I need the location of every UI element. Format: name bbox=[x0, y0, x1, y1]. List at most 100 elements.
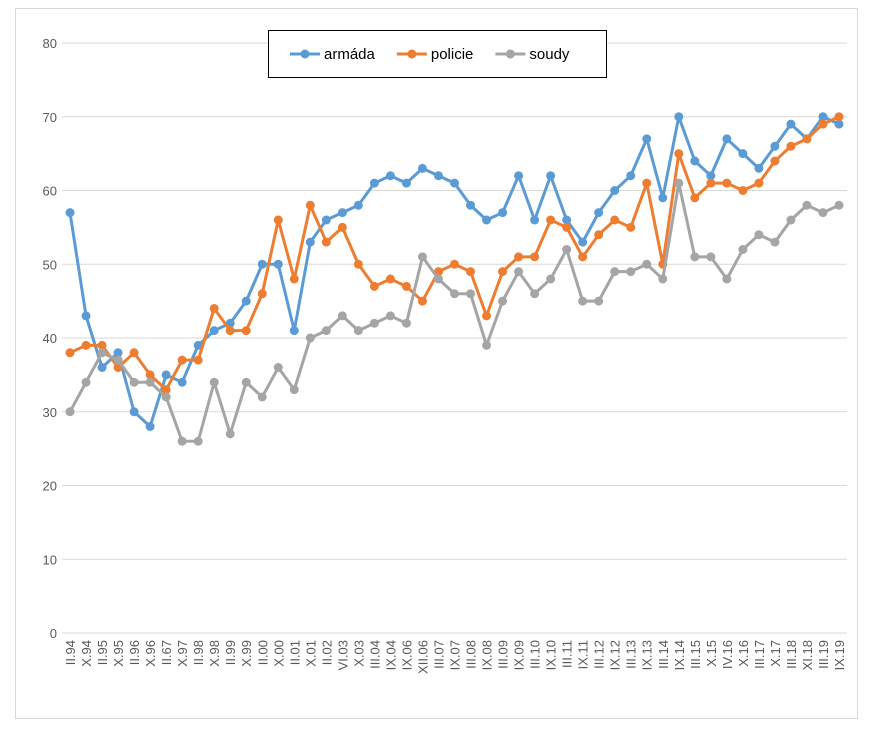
data-point bbox=[706, 178, 716, 188]
data-point bbox=[802, 134, 812, 144]
data-point bbox=[353, 200, 363, 210]
legend-marker bbox=[505, 49, 515, 59]
x-tick-label: IX.06 bbox=[399, 640, 414, 670]
x-tick-label: X.15 bbox=[704, 640, 719, 667]
data-point bbox=[433, 274, 443, 284]
data-point bbox=[514, 267, 524, 277]
data-point bbox=[273, 259, 283, 269]
x-tick-label: III.04 bbox=[367, 640, 382, 669]
x-tick-label: X.94 bbox=[79, 640, 94, 667]
data-point bbox=[610, 215, 620, 225]
data-point bbox=[770, 156, 780, 166]
data-point bbox=[466, 200, 476, 210]
y-tick-label: 70 bbox=[43, 110, 57, 125]
data-point bbox=[482, 215, 492, 225]
data-point bbox=[401, 178, 411, 188]
data-point bbox=[706, 252, 716, 262]
data-point bbox=[289, 326, 299, 336]
x-tick-label: IX.14 bbox=[672, 640, 687, 670]
data-point bbox=[450, 178, 459, 188]
data-point bbox=[834, 119, 844, 129]
x-tick-label: III.08 bbox=[464, 640, 479, 669]
x-tick-label: X.98 bbox=[207, 640, 222, 667]
data-point bbox=[754, 230, 764, 240]
data-point bbox=[498, 296, 508, 306]
data-point bbox=[674, 149, 684, 159]
data-point bbox=[369, 318, 379, 328]
data-point bbox=[113, 355, 123, 365]
x-tick-label: XII.06 bbox=[415, 640, 430, 674]
data-point bbox=[65, 208, 75, 218]
x-tick-label: X.03 bbox=[351, 640, 366, 667]
data-point bbox=[546, 274, 556, 284]
data-point bbox=[546, 215, 556, 225]
x-tick-label: III.19 bbox=[816, 640, 831, 669]
x-tick-label: II.99 bbox=[223, 640, 238, 665]
data-point bbox=[610, 267, 620, 277]
data-point bbox=[81, 377, 91, 387]
legend-marker bbox=[407, 49, 417, 59]
data-point bbox=[690, 252, 700, 262]
data-point bbox=[273, 215, 283, 225]
data-point bbox=[145, 377, 155, 387]
y-tick-label: 60 bbox=[43, 184, 57, 199]
data-point bbox=[337, 222, 347, 232]
data-point bbox=[594, 230, 604, 240]
x-tick-label: X.97 bbox=[175, 640, 190, 667]
data-point bbox=[257, 392, 267, 402]
data-point bbox=[818, 112, 828, 122]
data-point bbox=[433, 171, 443, 181]
data-point bbox=[193, 340, 203, 350]
x-tick-label: II.98 bbox=[191, 640, 206, 665]
data-point bbox=[353, 326, 363, 336]
data-point bbox=[498, 208, 508, 218]
x-tick-label: III.13 bbox=[624, 640, 639, 669]
data-point bbox=[738, 149, 748, 159]
data-point bbox=[161, 392, 171, 402]
data-point bbox=[674, 112, 684, 122]
data-point bbox=[321, 326, 331, 336]
data-point bbox=[738, 245, 748, 254]
x-tick-label: III.17 bbox=[752, 640, 767, 669]
data-point bbox=[241, 296, 251, 306]
x-tick-label: X.99 bbox=[239, 640, 254, 667]
data-point bbox=[642, 259, 652, 269]
data-point bbox=[321, 237, 331, 247]
data-point bbox=[562, 215, 572, 225]
x-tick-label: IX.11 bbox=[576, 640, 591, 669]
y-tick-label: 80 bbox=[43, 36, 57, 51]
data-point bbox=[129, 407, 139, 417]
data-point bbox=[353, 259, 363, 269]
data-point bbox=[466, 289, 476, 299]
data-point bbox=[690, 193, 700, 203]
data-point bbox=[786, 119, 796, 129]
data-point bbox=[305, 200, 315, 210]
data-point bbox=[417, 296, 427, 306]
x-tick-label: X.96 bbox=[143, 640, 158, 667]
data-point bbox=[305, 237, 315, 247]
x-tick-label: IX.13 bbox=[640, 640, 655, 670]
data-point bbox=[209, 304, 219, 313]
x-tick-label: III.15 bbox=[688, 640, 703, 669]
data-point bbox=[241, 326, 251, 336]
data-point bbox=[514, 171, 524, 181]
data-point bbox=[754, 163, 764, 173]
y-tick-label: 20 bbox=[43, 479, 57, 494]
legend-label: policie bbox=[431, 46, 474, 63]
data-point bbox=[450, 259, 459, 269]
data-point bbox=[257, 289, 267, 299]
x-tick-label: III.11 bbox=[560, 640, 575, 668]
y-tick-label: 50 bbox=[43, 257, 57, 272]
data-point bbox=[193, 436, 203, 446]
data-point bbox=[626, 222, 636, 232]
data-point bbox=[834, 112, 844, 122]
x-tick-label: III.12 bbox=[592, 640, 607, 669]
data-point bbox=[546, 171, 556, 181]
x-tick-label: IX.09 bbox=[512, 640, 527, 670]
data-point bbox=[450, 289, 459, 299]
data-point bbox=[401, 318, 411, 328]
data-point bbox=[786, 215, 796, 225]
data-point bbox=[81, 311, 91, 321]
data-point bbox=[177, 355, 187, 365]
legend-label: soudy bbox=[529, 46, 570, 63]
